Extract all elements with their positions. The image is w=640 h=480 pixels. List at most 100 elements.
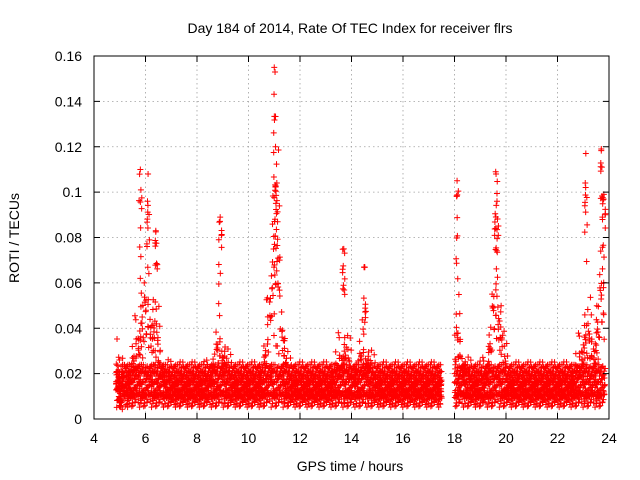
data-point bbox=[141, 279, 148, 286]
data-point bbox=[145, 170, 152, 177]
data-point bbox=[135, 399, 142, 406]
data-point bbox=[130, 379, 137, 386]
data-point bbox=[479, 354, 486, 361]
data-point bbox=[141, 294, 148, 301]
data-point bbox=[270, 332, 277, 339]
data-point bbox=[139, 302, 146, 309]
data-point bbox=[155, 303, 162, 310]
data-point bbox=[128, 403, 135, 410]
data-point bbox=[593, 342, 600, 349]
data-point bbox=[144, 243, 151, 250]
data-point bbox=[274, 343, 281, 350]
data-point bbox=[270, 292, 277, 299]
data-point bbox=[147, 316, 154, 323]
data-point bbox=[123, 401, 130, 408]
data-point bbox=[138, 194, 145, 201]
data-point bbox=[156, 323, 163, 330]
data-point bbox=[486, 331, 493, 338]
data-point bbox=[264, 336, 271, 343]
data-point bbox=[276, 292, 283, 299]
data-point bbox=[144, 264, 151, 271]
data-point bbox=[588, 311, 595, 318]
data-point bbox=[217, 270, 224, 277]
data-point bbox=[227, 351, 234, 358]
data-point bbox=[145, 270, 152, 277]
data-point bbox=[598, 292, 605, 299]
data-point bbox=[151, 324, 158, 331]
data-point bbox=[139, 388, 146, 395]
data-point bbox=[467, 357, 474, 364]
data-point bbox=[596, 403, 603, 410]
data-point bbox=[581, 311, 588, 318]
data-point bbox=[135, 347, 142, 354]
data-point bbox=[269, 284, 276, 291]
data-point bbox=[268, 404, 275, 411]
data-point bbox=[360, 326, 367, 333]
data-point bbox=[151, 388, 158, 395]
data-point bbox=[174, 369, 181, 376]
data-point bbox=[154, 334, 161, 341]
data-point bbox=[599, 319, 606, 326]
data-point bbox=[332, 348, 339, 355]
data-point bbox=[144, 219, 151, 226]
data-point bbox=[595, 303, 602, 310]
data-point bbox=[278, 308, 285, 315]
data-point bbox=[137, 253, 144, 260]
data-point bbox=[217, 335, 224, 342]
data-point bbox=[137, 186, 144, 193]
data-point bbox=[215, 300, 222, 307]
data-point bbox=[136, 351, 143, 358]
data-point bbox=[348, 347, 355, 354]
data-point bbox=[465, 354, 472, 361]
data-point bbox=[575, 330, 582, 337]
data-point bbox=[115, 380, 122, 387]
data-point bbox=[371, 351, 378, 358]
data-point bbox=[572, 350, 579, 357]
data-point bbox=[152, 403, 159, 410]
data-point bbox=[210, 356, 217, 363]
data-point bbox=[138, 205, 145, 212]
data-point bbox=[139, 325, 146, 332]
data-point bbox=[157, 347, 164, 354]
data-point bbox=[152, 354, 159, 361]
data-point bbox=[139, 314, 146, 321]
data-point bbox=[287, 355, 294, 362]
data-point bbox=[592, 404, 599, 411]
data-point bbox=[492, 286, 499, 293]
data-point bbox=[164, 403, 171, 410]
data-point bbox=[456, 310, 463, 317]
data-point bbox=[124, 404, 131, 411]
data-point bbox=[138, 343, 145, 350]
data-point bbox=[145, 296, 152, 303]
data-point bbox=[267, 317, 274, 324]
data-point bbox=[176, 403, 183, 410]
data-point bbox=[262, 352, 269, 359]
data-point bbox=[137, 275, 144, 282]
data-point bbox=[576, 333, 583, 340]
data-point bbox=[267, 295, 274, 302]
data-point bbox=[356, 338, 363, 345]
data-point bbox=[152, 347, 159, 354]
data-point bbox=[188, 403, 195, 410]
data-point bbox=[498, 302, 505, 309]
data-point bbox=[138, 320, 145, 327]
data-point bbox=[119, 406, 126, 413]
data-point bbox=[115, 354, 122, 361]
data-point bbox=[274, 242, 281, 249]
chart-title: Day 184 of 2014, Rate Of TEC Index for r… bbox=[187, 20, 512, 36]
data-point bbox=[497, 308, 504, 315]
data-point bbox=[594, 328, 601, 335]
data-point bbox=[272, 403, 279, 410]
data-point bbox=[141, 338, 148, 345]
data-point bbox=[501, 328, 508, 335]
data-point bbox=[493, 280, 500, 287]
data-point bbox=[149, 322, 156, 329]
data-point bbox=[153, 320, 160, 327]
data-point bbox=[119, 355, 126, 362]
data-point bbox=[152, 227, 159, 234]
data-point bbox=[587, 294, 594, 301]
data-point bbox=[186, 369, 193, 376]
data-point bbox=[336, 334, 343, 341]
data-point bbox=[585, 328, 592, 335]
